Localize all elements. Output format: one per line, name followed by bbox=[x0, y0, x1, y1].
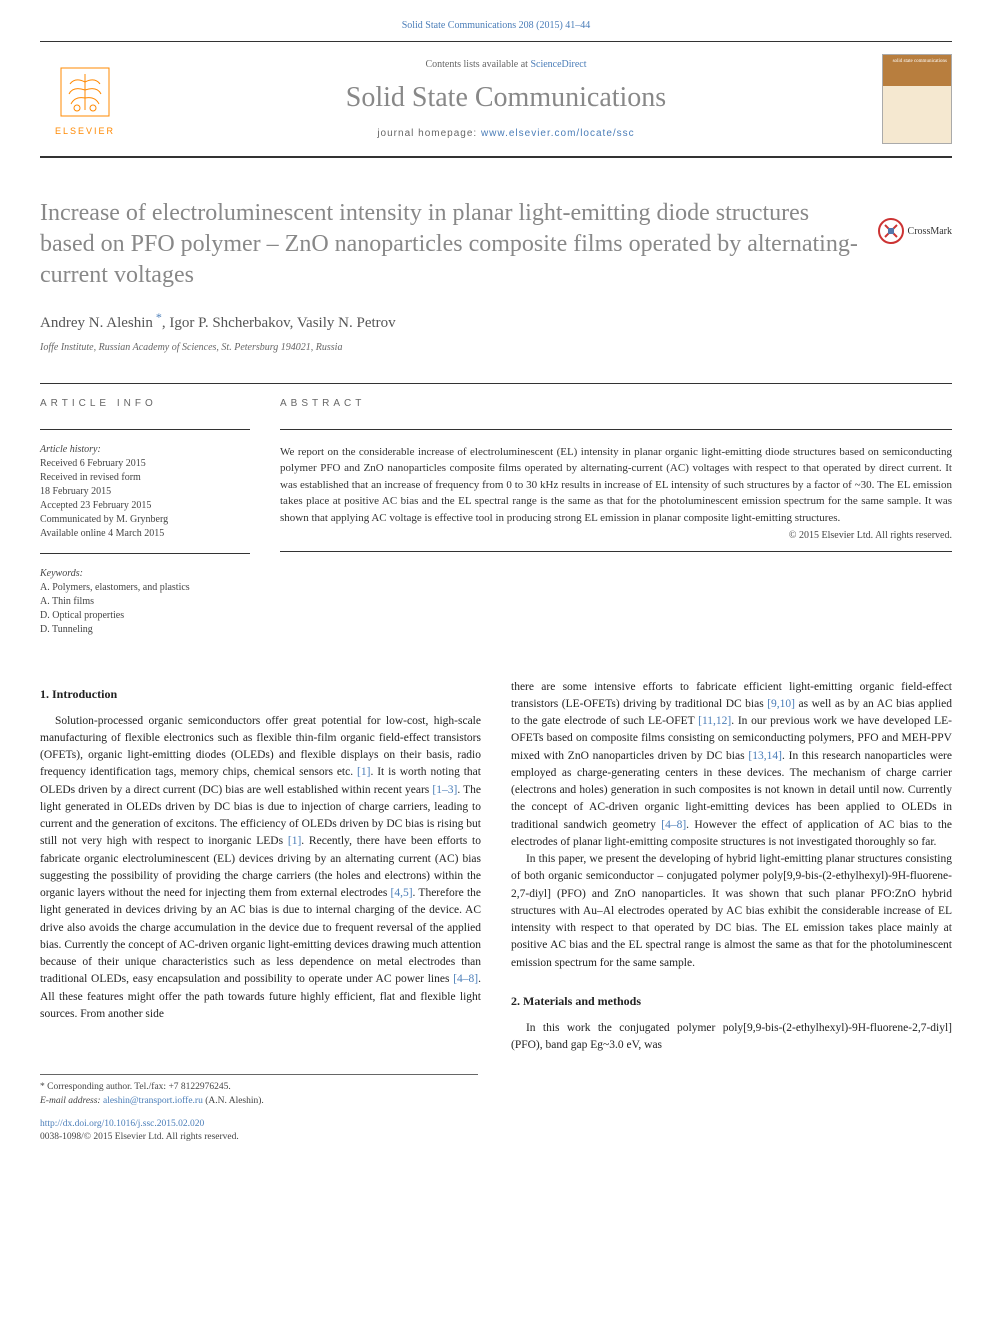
article-info-label: article info bbox=[40, 398, 250, 409]
ref-link[interactable]: [4–8] bbox=[453, 973, 478, 985]
homepage-link[interactable]: www.elsevier.com/locate/ssc bbox=[481, 128, 635, 139]
article-block: CrossMark Increase of electroluminescent… bbox=[40, 198, 952, 1145]
intro-paragraph-1-cont: there are some intensive efforts to fabr… bbox=[511, 679, 952, 852]
journal-header: ELSEVIER Contents lists available at Sci… bbox=[40, 41, 952, 158]
info-abstract-row: article info Article history: Received 6… bbox=[40, 398, 952, 649]
sciencedirect-link[interactable]: ScienceDirect bbox=[530, 59, 586, 70]
issn-copyright: 0038-1098/© 2015 Elsevier Ltd. All right… bbox=[40, 1131, 952, 1144]
ref-link[interactable]: [1] bbox=[357, 766, 370, 778]
corresponding-asterisk: * bbox=[153, 310, 162, 324]
ref-link[interactable]: [13,14] bbox=[748, 750, 782, 762]
body-column-right: there are some intensive efforts to fabr… bbox=[511, 679, 952, 1055]
citation-link[interactable]: Solid State Communications 208 (2015) 41… bbox=[402, 20, 591, 31]
email-link[interactable]: aleshin@transport.ioffe.ru bbox=[103, 1096, 203, 1106]
divider bbox=[40, 383, 952, 384]
author-list: Andrey N. Aleshin *, Igor P. Shcherbakov… bbox=[40, 315, 396, 331]
corresponding-author-footnote: * Corresponding author. Tel./fax: +7 812… bbox=[40, 1081, 478, 1094]
keywords-text: A. Polymers, elastomers, and plastics A.… bbox=[40, 581, 250, 637]
crossmark-label: CrossMark bbox=[908, 226, 952, 237]
email-footnote: E-mail address: aleshin@transport.ioffe.… bbox=[40, 1095, 478, 1108]
crossmark-icon bbox=[878, 218, 904, 244]
journal-name: Solid State Communications bbox=[130, 82, 882, 114]
abstract-label: abstract bbox=[280, 398, 952, 409]
ref-link[interactable]: [11,12] bbox=[698, 715, 731, 727]
intro-paragraph-1: Solution-processed organic semiconductor… bbox=[40, 713, 481, 1024]
ref-link[interactable]: [4,5] bbox=[391, 887, 413, 899]
doi-block: http://dx.doi.org/10.1016/j.ssc.2015.02.… bbox=[40, 1118, 952, 1145]
email-suffix: (A.N. Aleshin). bbox=[203, 1096, 264, 1106]
header-citation: Solid State Communications 208 (2015) 41… bbox=[40, 20, 952, 31]
intro-paragraph-2: In this paper, we present the developing… bbox=[511, 851, 952, 972]
affiliation: Ioffe Institute, Russian Academy of Scie… bbox=[40, 342, 952, 353]
crossmark-badge[interactable]: CrossMark bbox=[878, 218, 952, 244]
section-1-heading: 1. Introduction bbox=[40, 685, 481, 703]
abstract-text: We report on the considerable increase o… bbox=[280, 444, 952, 527]
homepage-prefix: journal homepage: bbox=[377, 128, 481, 139]
authors: Andrey N. Aleshin *, Igor P. Shcherbakov… bbox=[40, 310, 952, 332]
abstract-column: abstract We report on the considerable i… bbox=[280, 398, 952, 649]
ref-link[interactable]: [1–3] bbox=[432, 784, 457, 796]
body-column-left: 1. Introduction Solution-processed organ… bbox=[40, 679, 481, 1055]
keywords-heading: Keywords: bbox=[40, 568, 250, 579]
ref-link[interactable]: [4–8] bbox=[661, 819, 686, 831]
footnote-block: * Corresponding author. Tel./fax: +7 812… bbox=[40, 1074, 478, 1108]
doi-link[interactable]: http://dx.doi.org/10.1016/j.ssc.2015.02.… bbox=[40, 1119, 204, 1129]
divider bbox=[40, 553, 250, 554]
divider bbox=[280, 429, 952, 430]
cover-title: solid state communications bbox=[893, 59, 947, 65]
header-center: Contents lists available at ScienceDirec… bbox=[130, 59, 882, 139]
ref-link[interactable]: [9,10] bbox=[767, 698, 795, 710]
elsevier-tree-icon bbox=[55, 62, 115, 122]
email-prefix: E-mail address: bbox=[40, 1096, 103, 1106]
history-heading: Article history: bbox=[40, 444, 250, 455]
publisher-logo: ELSEVIER bbox=[40, 54, 130, 144]
section-2-heading: 2. Materials and methods bbox=[511, 992, 952, 1010]
journal-cover-thumbnail: solid state communications bbox=[882, 54, 952, 144]
methods-paragraph-1: In this work the conjugated polymer poly… bbox=[511, 1020, 952, 1055]
divider bbox=[280, 551, 952, 552]
contents-prefix: Contents lists available at bbox=[425, 59, 530, 70]
article-info-column: article info Article history: Received 6… bbox=[40, 398, 250, 649]
divider bbox=[40, 429, 250, 430]
ref-link[interactable]: [1] bbox=[288, 835, 301, 847]
article-title: Increase of electroluminescent intensity… bbox=[40, 198, 860, 292]
publisher-name: ELSEVIER bbox=[55, 126, 115, 136]
abstract-copyright: © 2015 Elsevier Ltd. All rights reserved… bbox=[280, 530, 952, 541]
body-columns: 1. Introduction Solution-processed organ… bbox=[40, 679, 952, 1055]
contents-line: Contents lists available at ScienceDirec… bbox=[130, 59, 882, 70]
homepage-line: journal homepage: www.elsevier.com/locat… bbox=[130, 128, 882, 139]
history-text: Received 6 February 2015 Received in rev… bbox=[40, 457, 250, 541]
